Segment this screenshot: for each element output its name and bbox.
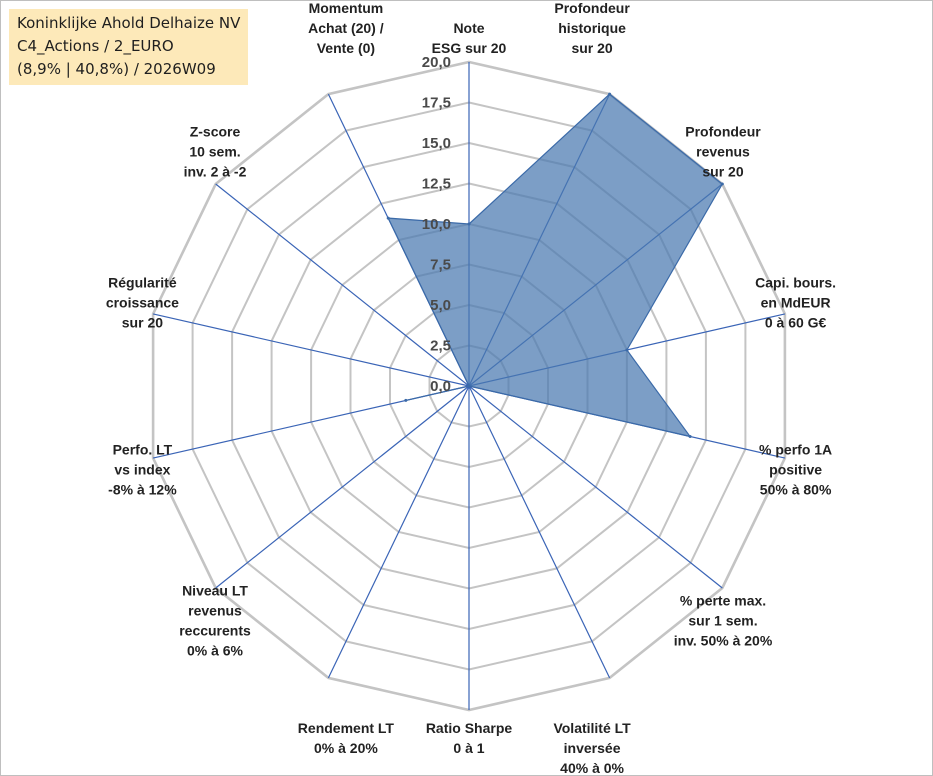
radar-series — [386, 92, 724, 438]
axis-label: Ratio Sharpe 0 à 1 — [426, 720, 513, 756]
axis-label-line: -8% à 12% — [108, 482, 177, 498]
axis-label-line: Régularité — [108, 274, 177, 290]
axis-label-line: sur 20 — [122, 314, 163, 330]
data-point — [688, 435, 692, 438]
data-point — [720, 182, 724, 186]
axis-label-line: Note — [453, 20, 484, 36]
axis-label-line: positive — [769, 462, 822, 478]
axis-spoke — [468, 385, 723, 589]
radar-tick-labels: 0,0 2,5 5,0 7,5 10,0 12,5 15,0 17,5 20,0 — [422, 54, 451, 395]
tick-label: 17,5 — [422, 95, 451, 112]
axis-label: Rendement LT 0% à 20% — [298, 720, 395, 756]
axis-label: Capi. bours. en MdEUR 0 à 60 G€ — [755, 274, 836, 330]
portfolio-name: C4_Actions / 2_EURO — [17, 37, 174, 55]
axis-label: Niveau LT revenus reccurents 0% à 6% — [179, 582, 251, 658]
axis-spoke — [215, 385, 470, 589]
tick-label: 15,0 — [422, 135, 451, 152]
data-point — [467, 222, 471, 226]
portfolio-stats: (8,9% | 40,8%) / 2026W09 — [17, 60, 216, 78]
axis-label: Perfo. LT vs index -8% à 12% — [108, 442, 177, 498]
axis-spoke — [468, 385, 611, 679]
axis-label-line: Achat (20) / — [308, 20, 384, 36]
tick-label: 0,0 — [430, 378, 451, 395]
axis-label-line: 0% à 20% — [314, 740, 378, 756]
axis-label-line: Profondeur — [685, 124, 761, 140]
data-point — [386, 216, 390, 220]
axis-label-line: Profondeur — [554, 1, 630, 16]
axis-spoke — [152, 313, 470, 387]
axis-label-line: Rendement LT — [298, 720, 395, 736]
axis-label: Momentum Achat (20) / Vente (0) — [308, 1, 384, 56]
axis-label-line: 40% à 0% — [560, 760, 624, 775]
axis-label: Profondeur historique sur 20 — [554, 1, 630, 56]
axis-label: % perfo 1A positive 50% à 80% — [759, 442, 832, 498]
tick-label: 7,5 — [430, 257, 451, 274]
series-area — [387, 93, 724, 438]
axis-label-line: inv. 50% à 20% — [674, 632, 773, 648]
data-point — [467, 384, 471, 388]
axis-label-line: revenus — [188, 602, 242, 618]
info-box: Koninklijke Ahold Delhaize NV C4_Actions… — [9, 9, 249, 85]
axis-label-line: Niveau LT — [182, 582, 248, 598]
axis-label-line: Momentum — [309, 1, 384, 16]
axis-label-line: vs index — [114, 462, 170, 478]
axis-label-line: % perfo 1A — [759, 442, 832, 458]
axis-label-line: revenus — [696, 144, 750, 160]
axis-label-line: Perfo. LT — [113, 442, 173, 458]
data-point — [608, 92, 612, 96]
tick-label: 20,0 — [422, 54, 451, 71]
axis-label-line: sur 1 sem. — [688, 612, 757, 628]
tick-label: 10,0 — [422, 216, 451, 233]
axis-label-line: inversée — [564, 740, 621, 756]
tick-label: 12,5 — [422, 176, 451, 193]
axis-label-line: 0 à 60 G€ — [765, 314, 827, 330]
axis-label-line: 10 sem. — [189, 144, 240, 160]
axis-label-line: en MdEUR — [761, 294, 831, 310]
tick-label: 5,0 — [430, 297, 451, 314]
axis-label-line: % perte max. — [680, 592, 766, 608]
axis-label-line: 0% à 6% — [187, 642, 244, 658]
axis-label-line: 0 à 1 — [453, 740, 484, 756]
axis-label: % perte max. sur 1 sem. inv. 50% à 20% — [674, 592, 773, 648]
tick-label: 2,5 — [430, 338, 451, 355]
axis-spoke — [327, 385, 470, 679]
axis-label-line: ESG sur 20 — [432, 40, 507, 56]
axis-label-line: reccurents — [179, 622, 251, 638]
axis-label-line: 50% à 80% — [760, 482, 832, 498]
axis-label-line: inv. 2 à -2 — [184, 164, 247, 180]
axis-label-line: croissance — [106, 294, 179, 310]
data-point — [404, 398, 408, 402]
axis-spoke — [215, 183, 470, 387]
axis-label: Note ESG sur 20 — [432, 20, 507, 56]
axis-label: Z-score 10 sem. inv. 2 à -2 — [184, 124, 247, 180]
axis-label-line: Z-score — [190, 124, 241, 140]
axis-label-line: Volatilité LT — [553, 720, 631, 736]
axis-label-line: Vente (0) — [317, 40, 375, 56]
axis-label-line: sur 20 — [702, 164, 743, 180]
axis-label-line: sur 20 — [571, 40, 612, 56]
axis-label: Volatilité LT inversée 40% à 0% — [553, 720, 631, 775]
radar-axis-labels: Note ESG sur 20 Profondeur historique sur 20… — [106, 1, 836, 775]
axis-label-line: Ratio Sharpe — [426, 720, 513, 736]
axis-label: Régularité croissance sur 20 — [106, 274, 179, 330]
axis-label-line: historique — [558, 20, 626, 36]
axis-label-line: Capi. bours. — [755, 274, 836, 290]
company-name: Koninklijke Ahold Delhaize NV — [17, 14, 241, 32]
data-point — [625, 348, 629, 352]
axis-label: Profondeur revenus sur 20 — [685, 124, 761, 180]
